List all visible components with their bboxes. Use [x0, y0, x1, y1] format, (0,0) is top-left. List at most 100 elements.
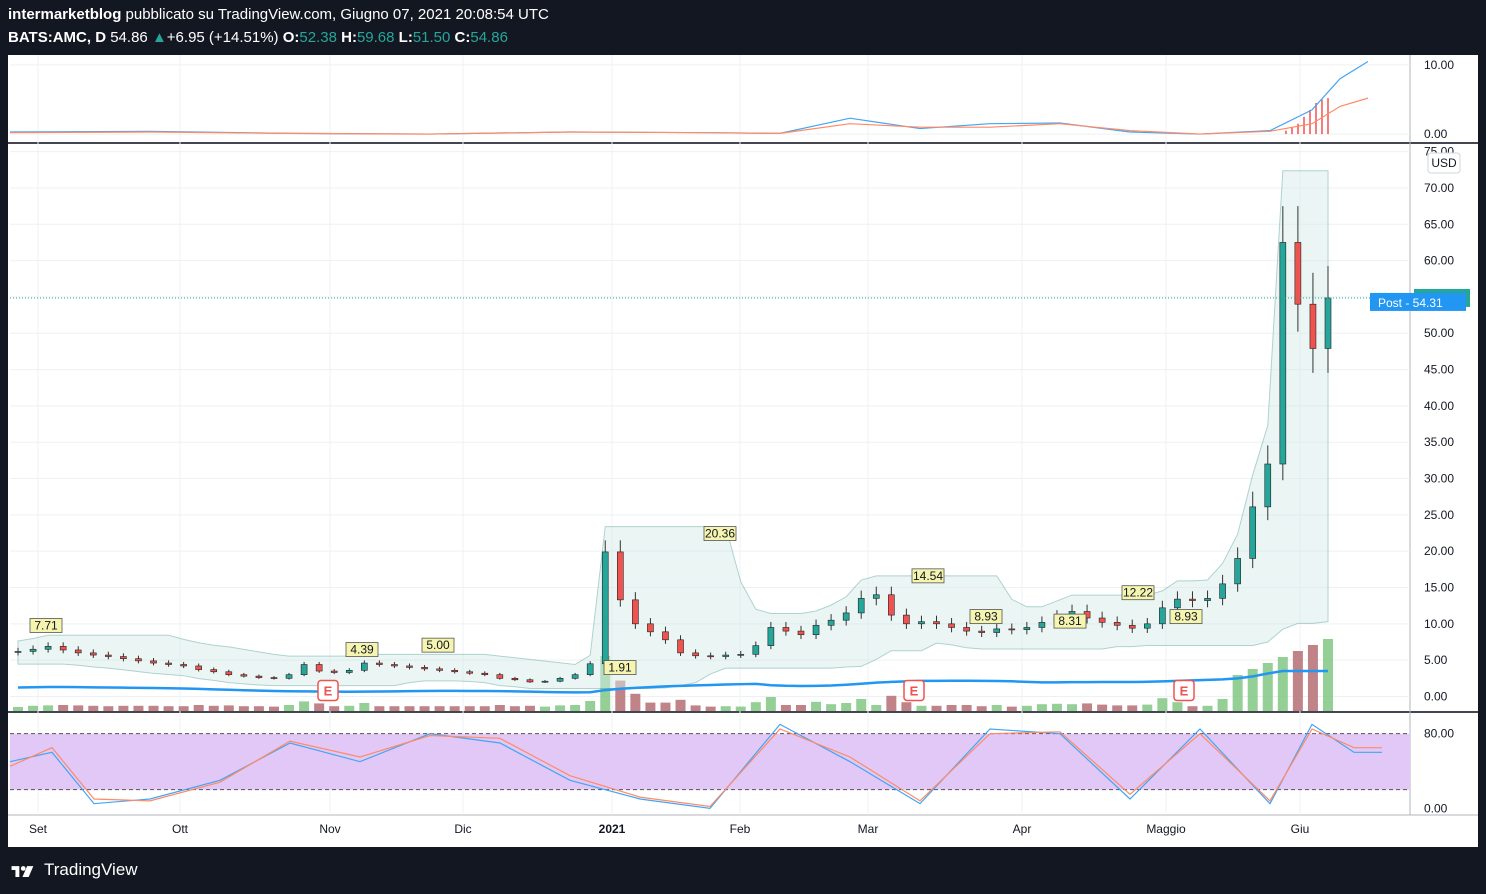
low-value: 51.50 — [412, 29, 451, 46]
volume-bar — [1051, 703, 1062, 711]
earnings-label: E — [324, 683, 333, 698]
candle-body — [857, 598, 865, 614]
candle-body — [571, 674, 579, 679]
osc-orange-line — [9, 97, 1369, 135]
candle-body — [1098, 617, 1106, 623]
volume-bar — [585, 701, 596, 711]
price-tick-label: 45.00 — [1424, 363, 1454, 377]
candle-body — [647, 623, 654, 633]
volume-bar — [1157, 698, 1168, 711]
chart-canvas[interactable]: Set Ott Nov Dic 2021 Feb Mar Apr Maggio Giu 10.00 0… — [8, 55, 1478, 847]
candle-body — [872, 594, 880, 599]
candle-body — [707, 655, 714, 658]
candle-body — [948, 623, 955, 628]
price-annotation-box — [1121, 585, 1155, 601]
published-text: pubblicato su TradingView.com, Giugno 07… — [125, 6, 549, 23]
candle-body — [918, 621, 925, 625]
post-price-badge — [1370, 292, 1466, 311]
volume-bar — [1202, 705, 1213, 711]
high-value: 59.68 — [356, 29, 395, 46]
post-label: Post - 54.31 — [1378, 296, 1443, 310]
volume-bar — [329, 706, 340, 711]
volume-bar — [43, 705, 54, 711]
candle-body — [180, 664, 187, 667]
volume-bar — [148, 705, 159, 711]
price-annotation-box — [345, 642, 379, 657]
volume-bar — [374, 706, 385, 711]
price-tick-label: 35.00 — [1424, 435, 1454, 449]
symbol-label[interactable]: BATS:AMC, D — [8, 29, 107, 46]
volume-bar — [916, 705, 927, 711]
candle-body — [963, 627, 970, 632]
candle-body — [345, 670, 353, 673]
volume-bar — [660, 702, 671, 711]
volume-bar — [359, 703, 370, 711]
osc-tick-label: 0.00 — [1424, 127, 1448, 141]
last-price: 54.86 — [110, 29, 148, 46]
rsi-blue-line — [9, 723, 1382, 809]
price-annotation-box — [703, 526, 737, 541]
price-tick-label: 70.00 — [1424, 181, 1454, 195]
candle-body — [14, 651, 22, 653]
candle-body — [29, 648, 37, 652]
volume-bar — [1127, 705, 1138, 711]
candle-body — [225, 671, 233, 675]
candle-body — [1038, 622, 1046, 628]
volume-bar — [118, 705, 129, 711]
price-annotation-label: 8.93 — [1174, 610, 1198, 624]
volume-bar — [238, 706, 249, 711]
candle-body — [767, 627, 775, 646]
volume-bar — [931, 705, 942, 711]
candle-body — [451, 670, 458, 673]
volume-bar — [193, 705, 204, 711]
volume-bar — [314, 703, 325, 711]
candle-body — [1324, 297, 1332, 349]
volume-bar — [73, 705, 84, 711]
author-name[interactable]: intermarketblog — [8, 6, 122, 23]
tradingview-footer[interactable]: TradingView — [10, 860, 138, 880]
volume-bar — [961, 705, 972, 711]
candle-body — [406, 665, 413, 668]
time-tick-label: Set — [29, 822, 48, 836]
chart-svg[interactable]: Set Ott Nov Dic 2021 Feb Mar Apr Maggio Giu 10.00 0… — [8, 55, 1478, 847]
candle-body — [1128, 624, 1136, 629]
price-tick-label: 30.00 — [1424, 472, 1454, 486]
price-tick-label: 50.00 — [1424, 326, 1454, 340]
volume-bar — [524, 705, 535, 711]
volume-bar — [163, 706, 174, 711]
volume-bar — [946, 705, 957, 711]
price-annotation-box — [911, 568, 945, 584]
candle-body — [1189, 598, 1196, 601]
volume-bar — [1323, 639, 1333, 711]
tradingview-logo-icon — [11, 866, 34, 877]
volume-bar — [1247, 669, 1258, 711]
candle-body — [541, 680, 549, 683]
price-annotation-label: 8.93 — [974, 610, 998, 624]
volume-bar — [540, 706, 551, 711]
volume-bar — [1142, 704, 1153, 711]
candle-body — [662, 631, 669, 641]
price-tick-label: 10.00 — [1424, 617, 1454, 631]
volume-bar — [268, 706, 279, 711]
earnings-label: E — [1180, 683, 1189, 698]
volume-bar — [419, 706, 430, 711]
candle-body — [210, 669, 218, 673]
candle-body — [466, 671, 474, 674]
volume-bar — [434, 706, 445, 711]
candle-body — [842, 612, 850, 621]
volume-bar — [1292, 651, 1303, 711]
low-label: L: — [398, 29, 413, 46]
candle-body — [315, 664, 323, 672]
price-tick-label: 65.00 — [1424, 217, 1454, 231]
rsi-orange-line — [9, 728, 1382, 808]
candle-body — [677, 639, 684, 654]
price-tick-label: 20.00 — [1424, 544, 1454, 558]
candle-body — [797, 630, 805, 636]
rsi-tick-label: 0.00 — [1424, 801, 1448, 815]
price-annotation-label: 7.71 — [34, 618, 58, 632]
candle-body — [1174, 598, 1181, 609]
volume-bar — [976, 706, 987, 711]
candle-body — [165, 662, 172, 665]
volume-bar — [404, 706, 415, 711]
volume-bar — [991, 705, 1002, 711]
